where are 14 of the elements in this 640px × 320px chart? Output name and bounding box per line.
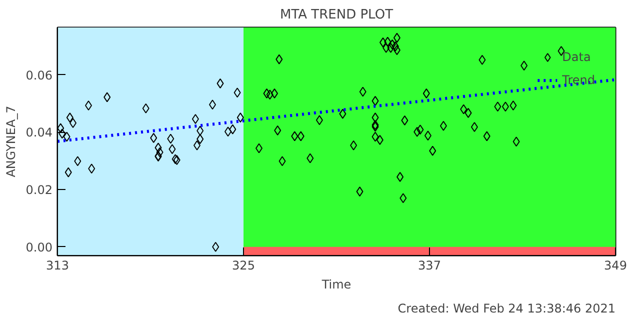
y-axis-title: ANGYNEA_7 <box>4 106 18 178</box>
chart-title: MTA TREND PLOT <box>280 8 394 22</box>
y-tick-label: 0.02 <box>26 183 52 198</box>
y-tick-label: 0.00 <box>26 240 52 254</box>
x-tick-label: 349 <box>604 258 627 272</box>
text: Created: Wed Feb 24 13:38:46 2021 <box>398 302 616 316</box>
x-tick-label: 325 <box>232 258 255 272</box>
y-tick-label: 0.06 <box>26 68 52 82</box>
x-tick-label: 313 <box>46 258 69 272</box>
x-tick-label: 337 <box>418 258 441 272</box>
x-axis-title: Time <box>320 278 352 292</box>
legend-label: Data <box>562 50 591 64</box>
legend-label: Trend <box>562 73 595 87</box>
y-tick-label: 0.04 <box>26 126 52 140</box>
